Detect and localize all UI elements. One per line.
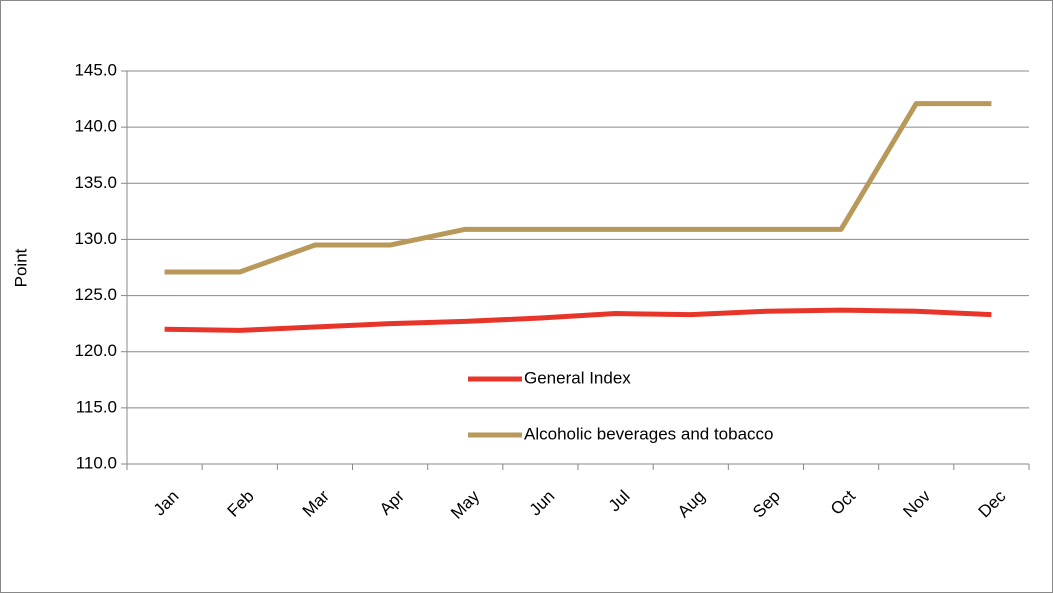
y-tick-label: 115.0 <box>76 397 117 416</box>
y-tick-label: 135.0 <box>74 173 117 192</box>
y-tick-label: 110.0 <box>76 453 117 472</box>
y-tick-label: 140.0 <box>74 117 117 136</box>
legend-label: Alcoholic beverages and tobacco <box>524 424 774 443</box>
y-axis-label: Point <box>11 248 30 287</box>
y-tick-label: 145.0 <box>74 60 117 79</box>
y-tick-label: 130.0 <box>74 229 117 248</box>
series-line <box>164 307 992 333</box>
series-line <box>164 101 992 275</box>
y-tick-label: 120.0 <box>74 341 117 360</box>
y-tick-label: 125.0 <box>74 285 117 304</box>
legend-label: General Index <box>524 368 631 387</box>
